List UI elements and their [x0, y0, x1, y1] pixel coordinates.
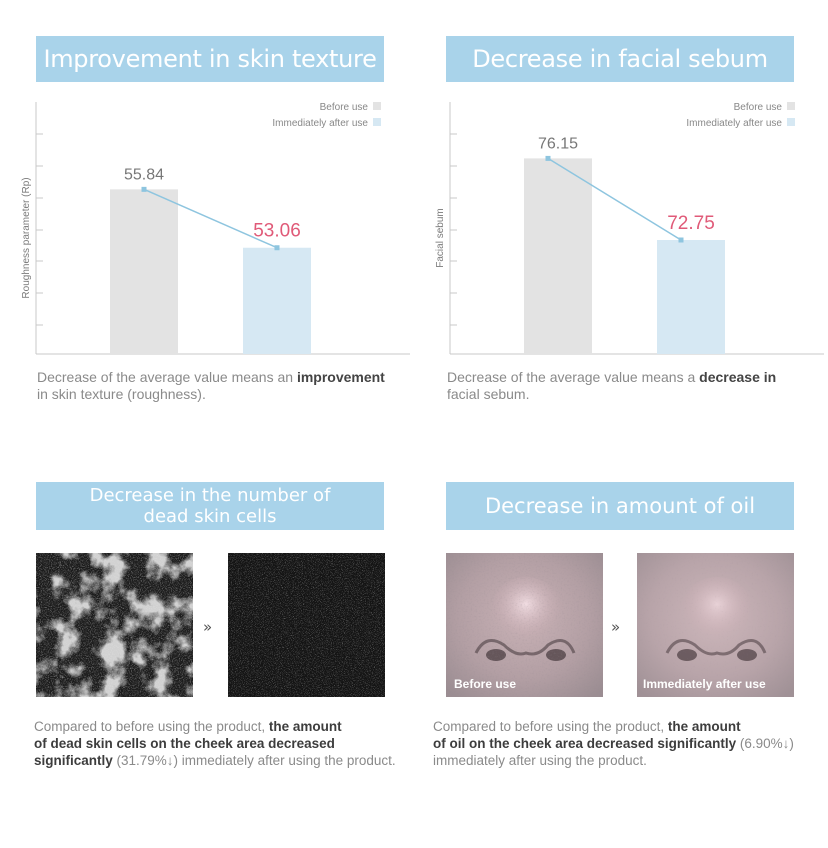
- legend-label: Immediately after use: [686, 118, 782, 129]
- legend-swatch: [373, 118, 381, 126]
- y-axis-label: Roughness parameter (Rp): [21, 177, 32, 298]
- dead-cells-banner: Decrease in the number of dead skin cell…: [36, 482, 384, 530]
- oil-banner: Decrease in amount of oil secreted: [446, 482, 794, 566]
- trend-line: [547, 157, 682, 241]
- bar: [524, 158, 592, 354]
- y-axis-label: Facial sebum: [435, 208, 446, 267]
- legend-swatch: [373, 102, 381, 110]
- dead-cells-arrow-icon: »: [203, 618, 213, 636]
- dead-cells-after-image: [228, 553, 385, 697]
- sebum-caption: Decrease of the average value means a de…: [447, 369, 777, 402]
- legend-label: Immediately after use: [272, 118, 368, 129]
- legend-swatch: [787, 102, 795, 110]
- bar: [657, 240, 725, 354]
- trend-marker: [141, 186, 147, 192]
- roughness-chart: Roughness parameter (Rp) Before use Immedi…: [21, 102, 410, 355]
- bar: [110, 189, 178, 354]
- oil-after-image: Immediately after use: [637, 553, 794, 697]
- immediately-after-use-label: Immediately after use: [643, 677, 766, 691]
- dead-cells-banner-line2: dead skin cells: [143, 506, 277, 527]
- trend-marker: [274, 245, 280, 251]
- trend-marker: [678, 237, 684, 243]
- texture-banner: Improvement in skin texture: [36, 36, 384, 82]
- legend-label: Before use: [320, 102, 369, 113]
- oil-arrow-icon: »: [611, 618, 621, 636]
- texture-caption: Decrease of the average value means an i…: [37, 369, 385, 402]
- oil-caption: Compared to before using the product, th…: [433, 719, 794, 768]
- oil-before-image: Before use: [446, 553, 603, 697]
- sebum-chart: Facial sebum Before use Immediately after …: [435, 102, 824, 355]
- dead-cells-before-image: [36, 553, 193, 697]
- value-label-before: 55.84: [124, 166, 164, 183]
- legend-swatch: [787, 118, 795, 126]
- bar: [243, 247, 311, 354]
- value-label-before: 76.15: [538, 135, 578, 152]
- trend-marker: [545, 155, 551, 161]
- value-label-after: 53.06: [253, 221, 301, 242]
- dead-cells-caption: Compared to before using the product, th…: [34, 719, 396, 768]
- dead-cells-banner-line1: Decrease in the number of: [89, 485, 331, 506]
- sebum-banner: Decrease in facial sebum: [446, 36, 794, 82]
- trend-line: [143, 188, 278, 249]
- value-label-after: 72.75: [667, 213, 715, 234]
- before-use-label: Before use: [454, 677, 517, 691]
- legend-label: Before use: [734, 102, 783, 113]
